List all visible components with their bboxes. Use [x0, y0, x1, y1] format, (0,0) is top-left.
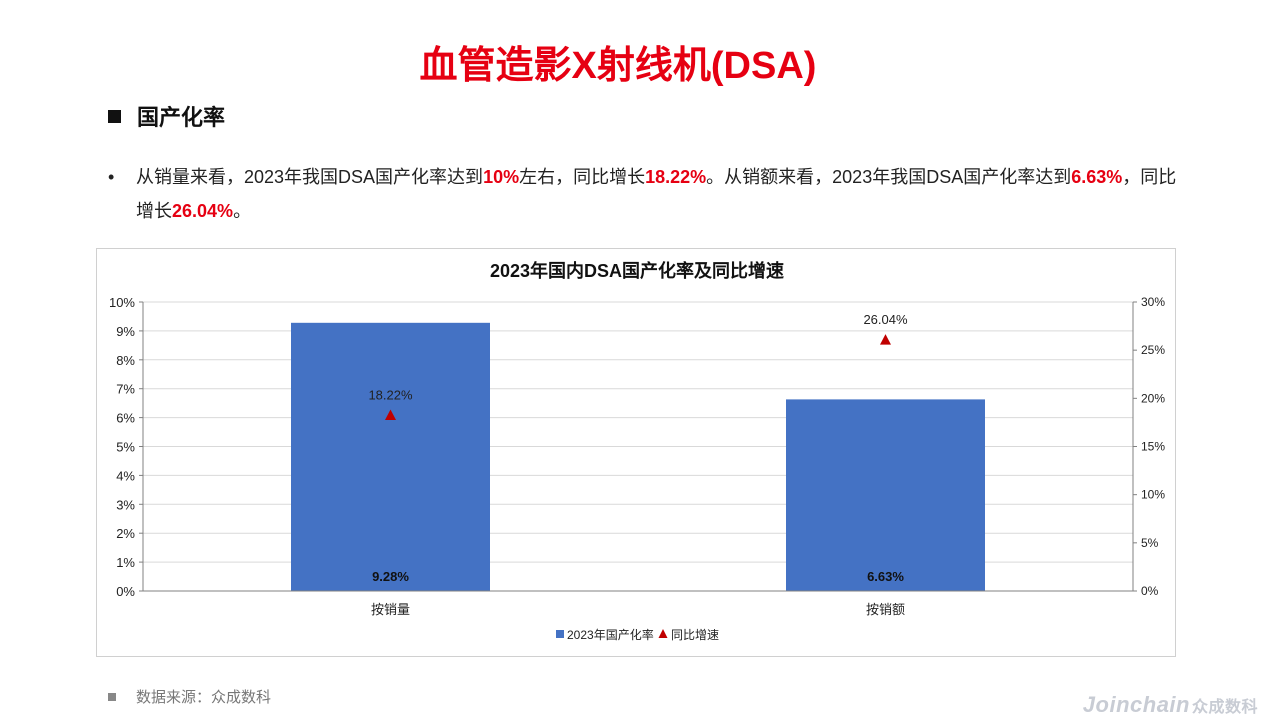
growth-marker [880, 334, 891, 345]
left-tick-label: 10% [109, 295, 135, 310]
summary-paragraph: • 从销量来看，2023年我国DSA国产化率达到10%左右，同比增长18.22%… [108, 160, 1188, 228]
left-tick-label: 7% [116, 382, 135, 397]
bar-data-label: 6.63% [867, 569, 904, 584]
highlight-value: 6.63% [1071, 167, 1123, 187]
right-tick-label: 0% [1141, 584, 1159, 598]
data-source: 数据来源：众成数科 [108, 686, 271, 707]
left-tick-label: 9% [116, 324, 135, 339]
legend-marker-label: 同比增速 [671, 628, 719, 642]
chart-svg: 2023年国内DSA国产化率及同比增速 0% 1% 2% 3% 4% 5% 6% 7% 8% 9%… [109, 260, 1165, 642]
highlight-value: 18.22% [645, 167, 707, 187]
bar-data-label: 9.28% [372, 569, 409, 584]
right-tick-label: 30% [1141, 295, 1165, 309]
bar [291, 322, 490, 591]
chart-title: 2023年国内DSA国产化率及同比增速 [490, 260, 784, 281]
left-tick-label: 8% [116, 353, 135, 368]
text-part: ，同比增长 [136, 167, 1177, 221]
category-label: 按销量 [371, 602, 410, 617]
right-tick-label: 15% [1141, 440, 1165, 454]
section-heading: 国产化率 [108, 100, 225, 132]
left-tick-label: 3% [116, 497, 135, 512]
left-tick-label: 1% [116, 555, 135, 570]
left-tick-label: 0% [116, 584, 135, 599]
brand-watermark: Joinchain 众成数科 [1083, 692, 1258, 718]
data-source-text: 数据来源：众成数科 [136, 689, 272, 706]
legend-bar-swatch [556, 630, 564, 638]
summary-text: 从销量来看，2023年我国DSA国产化率达到10%左右，同比增长18.22%。从… [136, 160, 1188, 228]
highlight-value: 26.04% [172, 201, 234, 221]
text-part: 。从销额来看，2023年我国DSA国产化率达到 [706, 167, 1072, 187]
bar [786, 399, 985, 591]
text-part: 。 [233, 201, 252, 221]
page-title: 血管造影X射线机(DSA) [419, 45, 817, 87]
square-bullet-icon [108, 692, 116, 701]
watermark-brand: Joinchain [1082, 692, 1190, 717]
legend-marker-swatch [658, 629, 668, 638]
highlight-value: 10% [483, 167, 520, 187]
right-tick-label: 5% [1141, 536, 1159, 550]
left-tick-label: 4% [116, 468, 135, 483]
left-tick-label: 6% [116, 411, 135, 426]
legend-bar-label: 2023年国产化率 [567, 627, 654, 642]
left-tick-label: 5% [116, 440, 135, 455]
growth-marker [385, 409, 396, 420]
bullet-icon: • [108, 167, 115, 187]
section-title: 国产化率 [137, 105, 226, 130]
category-label: 按销额 [866, 602, 905, 617]
right-tick-label: 20% [1141, 391, 1165, 405]
left-tick-label: 2% [116, 526, 135, 541]
watermark-cn: 众成数科 [1191, 699, 1258, 716]
square-bullet-icon [108, 109, 121, 123]
right-tick-label: 25% [1141, 343, 1165, 357]
chart-container: 2023年国内DSA国产化率及同比增速 0% 1% 2% 3% 4% 5% 6% 7% 8% 9%… [96, 248, 1176, 657]
text-part: 从销量来看，2023年我国DSA国产化率达到 [136, 167, 484, 187]
growth-data-label: 26.04% [863, 312, 908, 327]
text-part: 左右，同比增长 [519, 167, 646, 187]
growth-data-label: 18.22% [368, 387, 413, 402]
right-tick-label: 10% [1141, 488, 1165, 502]
